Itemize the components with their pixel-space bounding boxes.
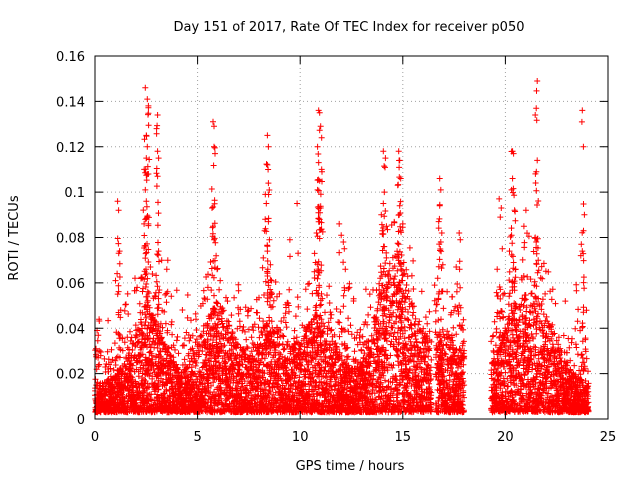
axis-ticks: 0 5 10 15 20 25 0 0.02 0.04 0.06 0.08 0.1 0.12 0.14 0.…	[56, 50, 616, 445]
y-tick-label: 0.04	[56, 322, 85, 337]
x-tick-label: 0	[91, 430, 99, 445]
y-tick-label: 0.06	[56, 277, 85, 292]
roti-point-marks	[92, 78, 592, 416]
x-tick-label: 10	[292, 430, 309, 445]
y-tick-label: 0	[77, 413, 85, 428]
y-tick-label: 0.16	[56, 50, 85, 65]
y-axis-label: ROTI / TECUs	[7, 195, 22, 280]
y-tick-label: 0.14	[56, 95, 85, 110]
x-tick-label: 5	[193, 430, 201, 445]
y-tick-label: 0.08	[56, 232, 85, 247]
y-tick-label: 0.02	[56, 368, 85, 383]
grid-lines	[95, 56, 608, 419]
y-tick-label: 0.12	[56, 141, 85, 156]
chart-title: Day 151 of 2017, Rate Of TEC Index for r…	[174, 20, 525, 35]
x-axis-label: GPS time / hours	[296, 459, 405, 474]
y-tick-label: 0.1	[64, 186, 85, 201]
x-tick-label: 15	[395, 430, 412, 445]
x-tick-label: 25	[600, 430, 617, 445]
data-points	[92, 78, 592, 416]
x-tick-label: 20	[497, 430, 514, 445]
